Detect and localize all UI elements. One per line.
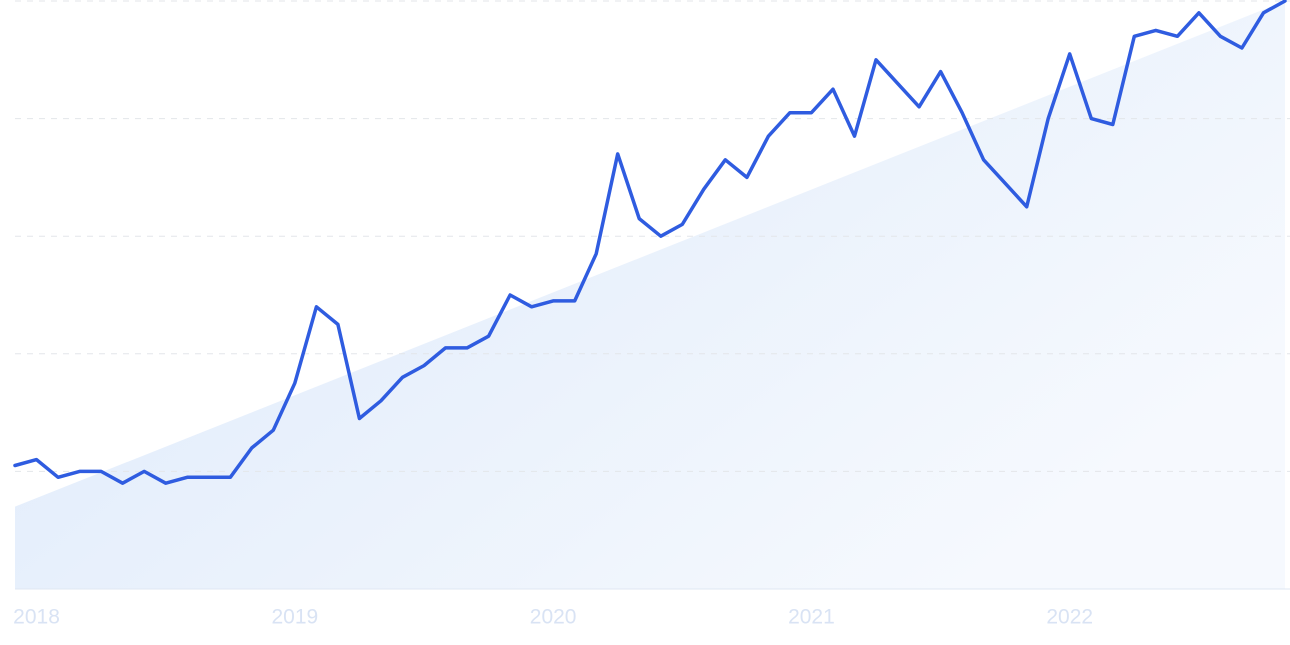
x-tick-label: 2018 [13, 606, 60, 629]
x-tick-label: 2022 [1046, 606, 1093, 629]
trend-area [15, 1, 1285, 589]
x-tick-label: 2019 [271, 606, 318, 629]
line [13, 0, 1287, 485]
x-tick-label: 2020 [530, 606, 577, 629]
x-tick-label: 2021 [788, 606, 835, 629]
